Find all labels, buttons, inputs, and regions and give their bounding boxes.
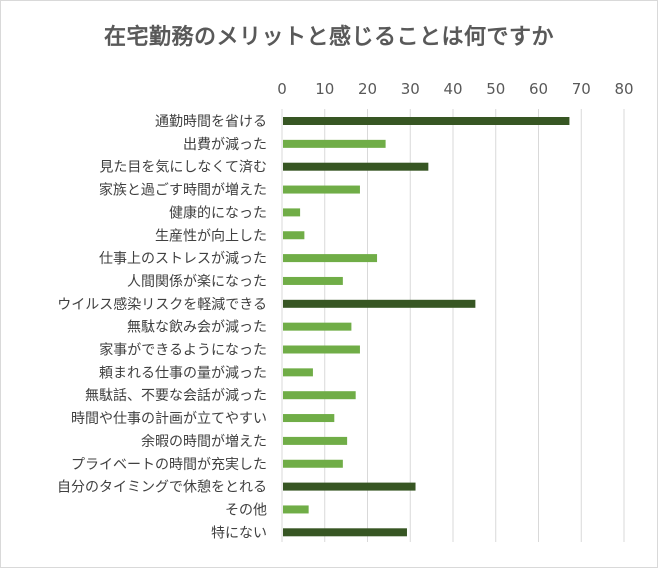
bar [283, 117, 570, 125]
x-tick-label: 80 [614, 80, 633, 98]
category-label: 出費が減った [183, 136, 267, 153]
bar [283, 482, 416, 491]
x-tick-label: 50 [486, 80, 505, 98]
bars [283, 117, 570, 537]
bar [283, 208, 301, 217]
bar [283, 139, 386, 148]
category-label: 自分のタイミングで休憩をとれる [57, 479, 267, 496]
category-label: 健康的になった [169, 204, 267, 221]
bar [283, 368, 313, 377]
category-label: 特にない [211, 525, 267, 541]
bar [283, 185, 360, 194]
bar [283, 276, 343, 285]
bar [283, 162, 429, 171]
bar [283, 505, 309, 514]
category-label: 無駄話、不要な会話が減った [85, 387, 267, 404]
x-tick-label: 60 [529, 80, 548, 98]
chart-title: 在宅勤務のメリットと感じることは何ですか [103, 25, 554, 50]
bar [283, 231, 305, 240]
category-label: 人間関係が楽になった [127, 274, 267, 290]
category-label: その他 [225, 502, 267, 518]
category-label: 見た目を気にしなくて済む [99, 160, 267, 176]
x-tick-label: 40 [443, 80, 462, 98]
category-label: 無駄な飲み会が減った [127, 319, 267, 336]
category-labels: 通勤時間を省ける出費が減った見た目を気にしなくて済む家族と過ごす時間が増えた健康… [57, 114, 267, 541]
category-label: ウイルス感染リスクを軽減できる [57, 296, 267, 313]
category-label: 家族と過ごす時間が増えた [99, 182, 267, 199]
category-label: 生産性が向上した [155, 228, 267, 244]
x-tick-label: 0 [277, 80, 287, 98]
bar [283, 528, 407, 537]
category-label: プライベートの時間が充実した [71, 457, 267, 473]
x-tick-label: 70 [572, 80, 591, 98]
category-label: 頼まれる仕事の量が減った [99, 364, 267, 381]
category-label: 時間や仕事の計画が立てやすい [71, 411, 267, 427]
category-label: 仕事上のストレスが減った [99, 250, 267, 267]
bar [283, 459, 343, 468]
bar [283, 345, 360, 354]
x-tick-label: 20 [358, 80, 377, 98]
x-tick-label: 10 [315, 80, 334, 98]
x-axis-ticks: 0 10 20 30 40 50 60 70 80 [277, 80, 633, 98]
bar [283, 254, 378, 263]
bar [283, 299, 476, 308]
category-label: 通勤時間を省ける [155, 114, 267, 130]
bar [283, 414, 335, 423]
bar [283, 391, 356, 400]
category-label: 家事ができるようになった [99, 342, 267, 359]
bar [283, 322, 352, 331]
x-tick-label: 30 [401, 80, 420, 98]
bar [283, 436, 348, 445]
category-label: 余暇の時間が増えた [141, 433, 267, 450]
